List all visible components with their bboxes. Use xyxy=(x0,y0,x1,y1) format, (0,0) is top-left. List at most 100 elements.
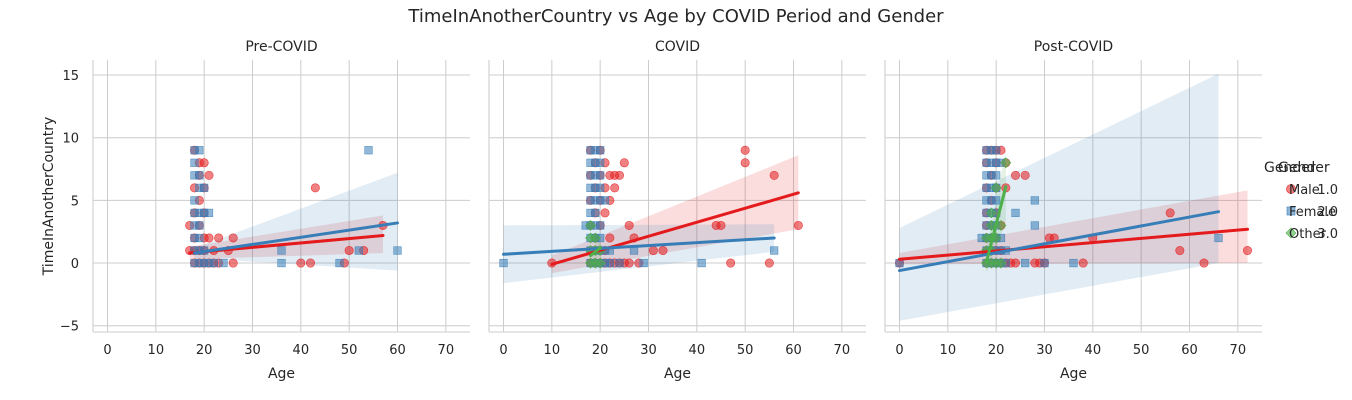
data-point-male xyxy=(764,258,774,268)
panel-title: Pre-COVID xyxy=(245,39,317,55)
data-point-female xyxy=(596,183,605,192)
panel-title: Post-COVID xyxy=(1034,39,1113,55)
data-point-male xyxy=(740,145,750,155)
x-tick-label: 70 xyxy=(438,343,455,358)
panel-pre-covid: 0 10 20 30 40 50 60 70 −5 0 5 10 15 TimeInAnotherCoun… xyxy=(41,39,470,382)
confidence-band-female xyxy=(503,224,775,284)
data-point-male xyxy=(1175,246,1185,256)
data-point-male xyxy=(228,258,238,268)
data-point-male xyxy=(619,158,629,168)
data-point-female xyxy=(596,158,605,167)
legend-label-male: Male xyxy=(1289,183,1320,198)
data-point-female xyxy=(277,258,286,268)
data-point-male xyxy=(658,246,668,256)
data-point-female xyxy=(204,208,214,218)
data-point-female xyxy=(195,146,204,155)
data-point-male xyxy=(1010,258,1020,268)
x-tick-label: 60 xyxy=(1181,343,1198,358)
data-point-female xyxy=(992,146,1001,155)
data-point-male xyxy=(1078,258,1088,268)
x-tick-label: 30 xyxy=(1036,343,1053,358)
legend-marker-female xyxy=(1286,206,1296,216)
data-point-male xyxy=(610,183,620,193)
data-point-other xyxy=(1000,157,1012,169)
data-point-female xyxy=(1069,258,1078,268)
regression-line-other xyxy=(985,185,1008,264)
data-point-male xyxy=(204,233,214,243)
panel-post-covid: 0 10 20 30 40 50 60 70 Age Post-COVID xyxy=(884,39,1262,382)
data-point-male xyxy=(793,220,803,230)
data-point-male xyxy=(624,258,634,268)
x-tick-label: 20 xyxy=(196,343,213,358)
legend-marker-other xyxy=(1285,227,1297,239)
data-point-other xyxy=(995,257,1007,269)
data-point-male xyxy=(648,246,658,256)
data-point-female xyxy=(770,246,779,255)
regression-line-male xyxy=(898,227,1249,261)
x-axis-label: Age xyxy=(268,366,295,382)
x-tick-label: 50 xyxy=(341,343,358,358)
x-tick-label: 40 xyxy=(689,343,706,358)
data-point-other xyxy=(594,257,606,269)
data-point-male xyxy=(344,246,354,256)
x-axis-label: Age xyxy=(1060,366,1087,382)
data-point-female xyxy=(596,171,605,180)
data-point-other xyxy=(585,220,596,231)
x-tick-label: 40 xyxy=(293,343,310,358)
data-point-female xyxy=(596,221,605,230)
confidence-band-female xyxy=(194,172,398,271)
y-tick-label: 5 xyxy=(71,194,79,209)
x-tick-label: 50 xyxy=(737,343,754,358)
legend-value-female: 2.0 xyxy=(1317,205,1338,220)
data-point-female xyxy=(195,221,204,230)
data-point-female xyxy=(393,246,402,255)
data-point-female xyxy=(200,183,209,192)
x-tick-label: 50 xyxy=(1133,343,1150,358)
data-point-female xyxy=(190,158,199,167)
regression-line-other xyxy=(589,246,602,258)
data-point-male xyxy=(214,233,224,243)
y-tick-label: 10 xyxy=(62,132,79,147)
data-point-female xyxy=(1030,196,1039,205)
data-point-female xyxy=(1040,258,1049,268)
x-tick-label: 60 xyxy=(785,343,802,358)
regression-line-female xyxy=(193,221,399,255)
x-tick-label: 40 xyxy=(1085,343,1102,358)
x-tick-label: 0 xyxy=(103,343,111,358)
y-tick-label: 0 xyxy=(71,257,79,272)
data-point-female xyxy=(277,246,286,255)
panel-covid: 0 10 20 30 40 50 60 70 Age COVID xyxy=(488,39,866,382)
data-point-male xyxy=(204,170,214,180)
data-point-female xyxy=(499,258,508,268)
data-point-female xyxy=(195,233,204,243)
data-point-other xyxy=(985,207,997,219)
data-point-female xyxy=(591,208,600,218)
data-point-male xyxy=(726,258,736,268)
data-point-male xyxy=(305,258,315,268)
confidence-band-male xyxy=(551,155,799,274)
data-point-other xyxy=(589,232,601,244)
data-point-male xyxy=(614,170,624,180)
legend-marker-male xyxy=(1286,184,1296,194)
data-point-female xyxy=(354,246,363,255)
data-point-male xyxy=(228,233,238,243)
data-point-female xyxy=(1214,233,1223,243)
data-point-male xyxy=(310,183,320,193)
data-point-male xyxy=(600,208,610,218)
data-point-male xyxy=(1165,208,1175,218)
legend-value-male: 1.0 xyxy=(1317,183,1338,198)
data-point-male xyxy=(624,220,634,230)
data-point-male xyxy=(769,170,779,180)
panel-title: COVID xyxy=(655,39,700,55)
data-point-other xyxy=(990,182,1002,194)
x-tick-label: 20 xyxy=(988,343,1005,358)
data-point-male xyxy=(605,233,615,243)
data-point-male xyxy=(740,158,750,168)
x-tick-label: 0 xyxy=(895,343,903,358)
data-point-female xyxy=(639,258,648,268)
regression-line-female xyxy=(898,210,1220,273)
legend-label-female: Female xyxy=(1289,205,1336,220)
legend-title-overlap: Gender xyxy=(1278,160,1330,176)
